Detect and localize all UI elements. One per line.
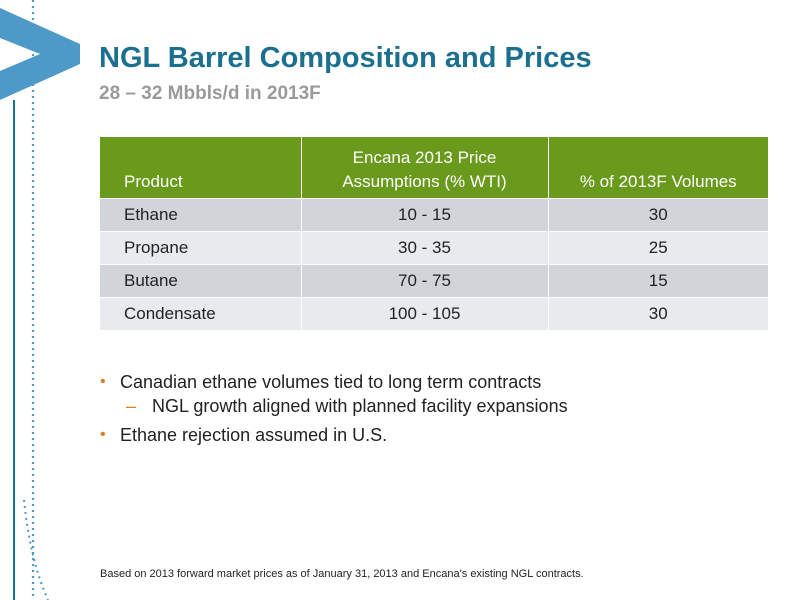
table-row: Ethane 10 - 15 30 <box>100 198 768 232</box>
side-decoration <box>0 0 80 600</box>
table-row: Condensate 100 - 105 30 <box>100 297 768 330</box>
product-cell: Condensate <box>100 297 302 330</box>
footnote: Based on 2013 forward market prices as o… <box>100 568 584 580</box>
price-cell: 100 - 105 <box>301 297 549 330</box>
bullet-item: • Canadian ethane volumes tied to long t… <box>100 370 740 394</box>
bullet-dot-icon: • <box>100 373 106 390</box>
bullet-list: • Canadian ethane volumes tied to long t… <box>100 370 740 447</box>
volume-cell: 30 <box>548 198 768 232</box>
table-row: Propane 30 - 35 25 <box>100 231 768 265</box>
column-header-product: Product <box>100 137 302 199</box>
volume-cell: 30 <box>548 297 768 330</box>
price-cell: 10 - 15 <box>301 198 549 232</box>
product-cell: Butane <box>100 264 302 298</box>
page-title: NGL Barrel Composition and Prices <box>99 42 592 74</box>
bullet-dot-icon: • <box>100 426 106 443</box>
chevron-logo-icon <box>0 8 80 100</box>
price-cell: 70 - 75 <box>301 264 549 298</box>
bullet-text: Canadian ethane volumes tied to long ter… <box>120 372 542 392</box>
bullet-dash-icon: – <box>126 396 137 416</box>
bullet-text: NGL growth aligned with planned facility… <box>152 396 568 416</box>
bullet-text: Ethane rejection assumed in U.S. <box>120 425 388 445</box>
volume-cell: 15 <box>548 264 768 298</box>
column-header-volumes: % of 2013F Volumes <box>548 137 768 199</box>
bullet-item: • Ethane rejection assumed in U.S. <box>100 423 740 447</box>
table-header-row: Product Encana 2013 Price Assumptions (%… <box>100 137 768 199</box>
page-subtitle: 28 – 32 Mbbls/d in 2013F <box>99 83 321 104</box>
price-cell: 30 - 35 <box>301 231 549 265</box>
volume-cell: 25 <box>548 231 768 265</box>
product-cell: Propane <box>100 231 302 265</box>
ngl-composition-table: Product Encana 2013 Price Assumptions (%… <box>100 137 768 330</box>
sub-bullet-item: – NGL growth aligned with planned facili… <box>100 394 740 418</box>
dotted-curve-decoration <box>23 499 49 600</box>
table-row: Butane 70 - 75 15 <box>100 264 768 298</box>
product-cell: Ethane <box>100 198 302 232</box>
column-header-price-assumptions: Encana 2013 Price Assumptions (% WTI) <box>301 137 549 199</box>
